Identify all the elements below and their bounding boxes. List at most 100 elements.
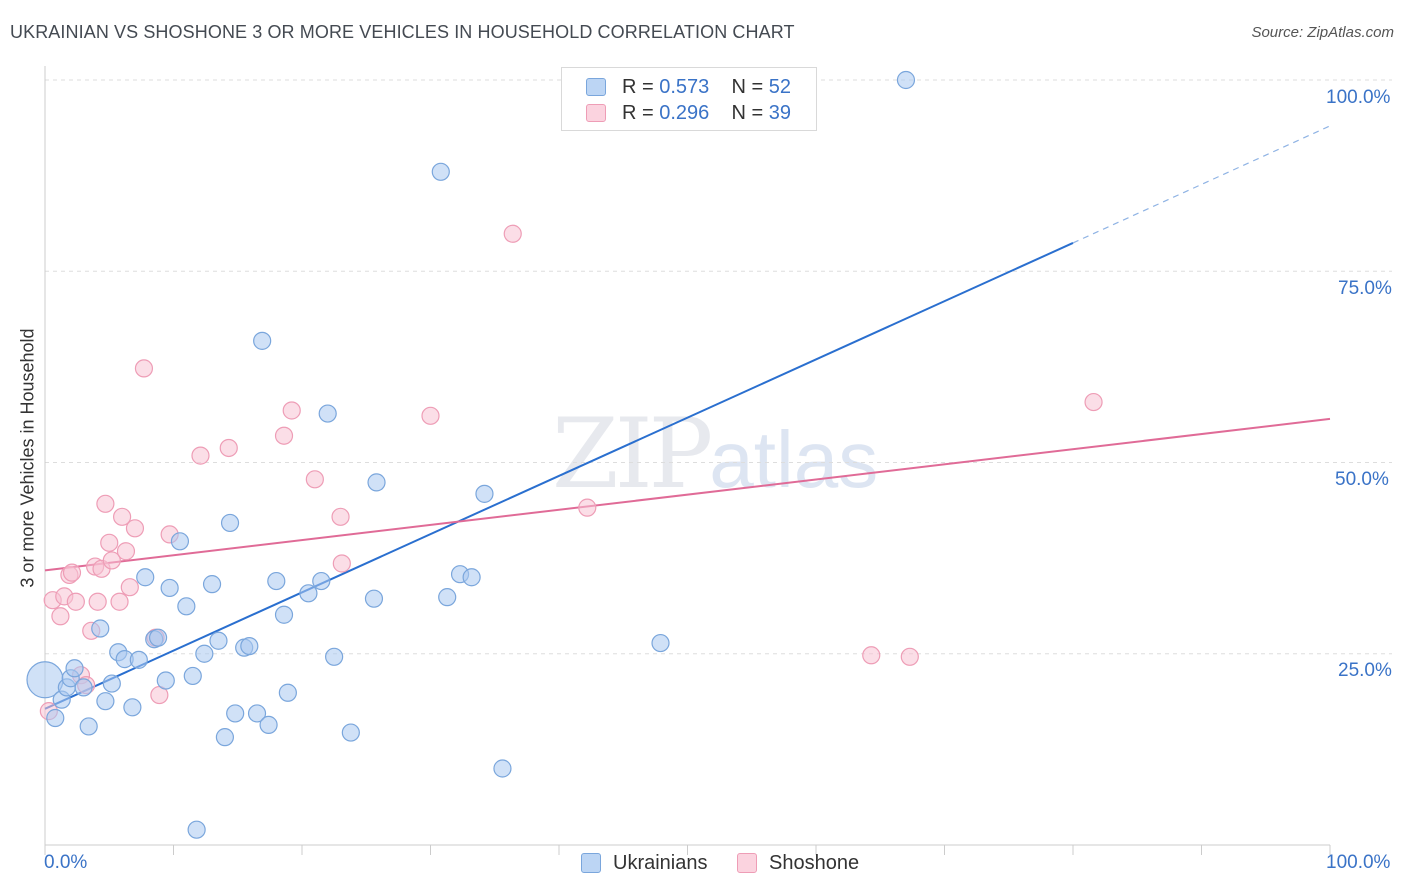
gridlines: [45, 79, 1392, 655]
ukrainian-point: [136, 568, 155, 587]
trend-lines: [44, 125, 1331, 710]
ukrainian-point: [259, 715, 278, 734]
ukrainian-point: [367, 473, 386, 492]
shoshone-point: [332, 554, 351, 573]
n-label: N =: [731, 76, 769, 98]
shoshone-point: [578, 498, 597, 517]
ukrainian-point: [253, 331, 272, 350]
ukrainian-point: [129, 650, 148, 669]
ukrainian-point: [462, 568, 481, 587]
y-tick-label: 50.0%: [1335, 469, 1389, 490]
shoshone-point: [1084, 392, 1103, 412]
ukrainian-point: [170, 532, 190, 551]
watermark-zip: ZIP: [552, 398, 713, 510]
ukrainian-point: [299, 584, 318, 603]
n-value: 52: [768, 76, 792, 98]
ukrainian-point: [226, 704, 245, 723]
ukrainian-point: [91, 619, 110, 638]
ukrainian-point: [102, 674, 121, 693]
ukrainian-point: [312, 571, 331, 591]
ukrainian-point: [341, 723, 360, 742]
ukrainian-trend-extension: [1072, 125, 1331, 244]
shoshone-points: [39, 224, 1103, 721]
ukrainian-point: [325, 647, 344, 666]
shoshone-point: [51, 607, 70, 626]
ukrainian-point: [123, 698, 142, 717]
ukrainian-point: [46, 708, 65, 728]
stats-legend: R = 0.573 N = 52 R = 0.296 N = 39: [561, 67, 817, 131]
x-tick-label: 100.0%: [1326, 852, 1391, 873]
shoshone-point: [219, 438, 238, 458]
ukrainian-point: [896, 70, 916, 90]
ukrainian-point: [195, 644, 214, 663]
ukrainian-point: [209, 631, 228, 650]
shoshone-point: [900, 647, 919, 666]
ukrainian-point: [364, 589, 384, 608]
ukrainian-point: [438, 588, 457, 607]
ukrainian-point: [475, 484, 494, 503]
ukrainian-trend-line: [44, 242, 1074, 710]
legend-stats: R = 0.573 N = 52: [622, 76, 791, 99]
shoshone-point: [421, 406, 440, 425]
blue-swatch: [586, 78, 606, 96]
shoshone-point: [112, 507, 132, 526]
shoshone-point: [274, 426, 294, 445]
shoshone-point: [191, 446, 210, 465]
ukrainian-point: [431, 162, 450, 181]
axes: [44, 66, 1331, 855]
n-label: N =: [731, 102, 769, 124]
shoshone-point: [503, 224, 522, 243]
legend-label: Shoshone: [769, 852, 860, 874]
ukrainian-point: [65, 659, 84, 678]
ukrainian-point: [274, 605, 294, 624]
r-label: R =: [622, 76, 660, 98]
shoshone-point: [100, 533, 119, 552]
ukrainian-point: [148, 628, 168, 647]
shoshone-point: [110, 592, 129, 611]
shoshone-point: [66, 592, 85, 611]
ukrainian-point: [215, 728, 234, 747]
blue-swatch: [581, 853, 601, 873]
source-credit: Source: ZipAtlas.com: [1251, 24, 1394, 41]
shoshone-point: [88, 592, 107, 611]
ukrainian-point: [318, 404, 337, 423]
ukrainian-points: [26, 70, 916, 839]
y-axis-label: 3 or more Vehicles in Household: [17, 328, 38, 588]
shoshone-point: [305, 470, 324, 489]
shoshone-point: [862, 646, 881, 665]
y-tick-label: 75.0%: [1338, 278, 1392, 299]
y-tick-label: 25.0%: [1338, 660, 1392, 681]
ukrainian-point: [247, 704, 267, 723]
shoshone-point: [125, 519, 145, 538]
r-label: R =: [622, 102, 660, 124]
ukrainian-point: [156, 671, 175, 690]
shoshone-point: [120, 578, 139, 597]
ukrainian-point: [202, 575, 222, 594]
pink-swatch: [586, 104, 606, 122]
ukrainian-point: [493, 759, 512, 778]
zipatlas-watermark: ZIPatlas: [552, 398, 878, 510]
ukrainian-point: [177, 597, 196, 616]
shoshone-point: [134, 359, 154, 378]
shoshone-trend-line: [44, 417, 1331, 572]
legend-stats: R = 0.296 N = 39: [622, 102, 791, 125]
ukrainian-point: [183, 666, 202, 686]
pink-swatch: [737, 853, 757, 873]
y-tick-label: 100.0%: [1326, 87, 1391, 108]
ukrainian-point: [74, 678, 93, 697]
shoshone-point: [96, 494, 115, 513]
n-value: 39: [768, 102, 792, 124]
ukrainian-point: [267, 571, 286, 591]
ukrainian-point: [651, 633, 670, 653]
r-value: 0.573: [659, 76, 710, 98]
legend-label: Ukrainians: [613, 852, 708, 874]
shoshone-point: [116, 542, 136, 561]
ukrainian-point: [240, 636, 259, 656]
shoshone-point: [102, 551, 121, 570]
r-value: 0.296: [659, 102, 710, 124]
x-tick-label: 0.0%: [44, 852, 88, 873]
ukrainian-point: [187, 820, 206, 839]
shoshone-point: [331, 507, 350, 526]
ukrainian-point: [220, 513, 240, 533]
